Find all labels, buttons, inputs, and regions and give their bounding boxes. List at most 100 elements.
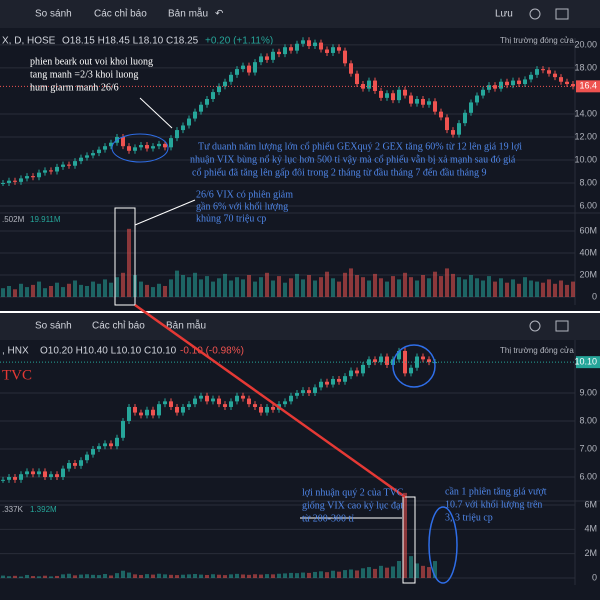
candle (349, 370, 353, 377)
candle (103, 146, 107, 150)
templates-button[interactable]: Bản mẫu (168, 7, 208, 20)
y-tick-label: 9.00 (579, 387, 597, 397)
y-tick-label: 14.00 (574, 108, 597, 118)
candle (121, 136, 125, 147)
camera-icon[interactable] (555, 320, 569, 332)
volume-bar (271, 574, 275, 579)
candle (199, 104, 203, 112)
volume-bar (307, 274, 311, 297)
candle (373, 80, 377, 91)
candle (559, 77, 563, 82)
volume-bar (13, 289, 17, 297)
indicators-button[interactable]: Các chỉ báo (92, 320, 145, 332)
volume-bar (325, 572, 329, 579)
volume-bar (457, 277, 461, 297)
annotation: khủng 70 triệu cp (196, 213, 266, 224)
candle (187, 404, 191, 407)
volume-bar (121, 272, 125, 297)
compare-button[interactable]: So sánh (35, 9, 72, 20)
volume-label: 19.911M (30, 215, 61, 224)
camera-icon[interactable] (555, 8, 569, 20)
candle (49, 474, 53, 478)
volume-bar (169, 279, 173, 297)
volume-bar (133, 574, 137, 579)
undo-icon[interactable]: ↶ (215, 9, 223, 20)
volume-bar (127, 572, 131, 579)
highlight-box (114, 207, 136, 306)
volume-bar (115, 277, 119, 297)
volume-bar (337, 571, 341, 579)
last-price-label: 16.4 (579, 81, 597, 91)
candle (385, 356, 389, 365)
symbol: X, D, HOSE (2, 36, 56, 47)
candle (127, 406, 131, 421)
candle (253, 404, 257, 407)
candle (301, 40, 305, 44)
settings-icon[interactable] (529, 320, 541, 332)
candle (445, 117, 449, 131)
volume-bar (175, 270, 179, 297)
candle (253, 62, 257, 73)
volume-bar (403, 272, 407, 297)
volume-bar (265, 272, 269, 297)
y-tick-label: 0 (592, 572, 597, 582)
candle (235, 69, 239, 75)
candle (157, 143, 161, 147)
candle (187, 118, 191, 126)
volume-bar (319, 277, 323, 297)
y-tick-label: 10.00 (574, 154, 597, 164)
candle (361, 364, 365, 374)
ticker-name: TVC (2, 367, 32, 383)
volume-bar (349, 569, 353, 579)
candle (337, 378, 341, 382)
candle (7, 180, 11, 183)
volume-bar (43, 288, 47, 297)
candle (133, 147, 137, 151)
candle (247, 398, 251, 405)
ohlc: O18.15 H18.45 L18.10 C18.25 (62, 36, 199, 47)
templates-button[interactable]: Bản mẫu (166, 319, 206, 332)
volume-bar (37, 281, 41, 297)
candle (43, 170, 47, 173)
volume-bar (517, 283, 521, 297)
annotation: nhuận VIX bùng nổ kỷ lục hơn 500 tỉ vậy … (190, 154, 516, 165)
charts: 6.00 8.00 10.00 12.00 14.00 18.00 20.00 0 20M 40M… (0, 37, 600, 585)
last-price-tag (576, 80, 600, 93)
candle (85, 454, 89, 461)
candle (103, 443, 107, 447)
volume-bar (529, 280, 533, 297)
candle (277, 51, 281, 55)
candle (73, 463, 77, 466)
indicators-button[interactable]: Các chỉ báo (94, 8, 147, 20)
candle (49, 170, 53, 172)
annotation: Tư duanh năm lượng lớn cổ phiếu GEXquý 2… (198, 141, 522, 152)
annotation: hum giarm manh 26/6 (30, 82, 119, 93)
volume-bar (265, 574, 269, 579)
candle (391, 93, 395, 101)
volume-bar (505, 282, 509, 297)
candle (433, 101, 437, 112)
candle (427, 101, 431, 105)
volume-bar (229, 574, 233, 579)
save-button[interactable]: Lưu (495, 9, 513, 20)
volume-bar (253, 281, 257, 297)
annotation: 3, 3 triệu cp (445, 512, 493, 523)
candle (13, 180, 17, 182)
candle (289, 395, 293, 402)
candle (91, 449, 95, 455)
annotation: tang manh =2/3 khoi luong (30, 69, 138, 80)
candle (31, 471, 35, 475)
settings-icon[interactable] (529, 8, 541, 20)
compare-button[interactable]: So sánh (35, 321, 72, 332)
y-tick-label: 8.00 (579, 177, 597, 187)
candle (505, 81, 509, 86)
candle (145, 145, 149, 149)
volume-bar (469, 274, 473, 297)
volume-bar (463, 279, 467, 297)
candle (157, 404, 161, 416)
volume-bar (325, 271, 329, 297)
candle (211, 398, 215, 402)
candle (211, 92, 215, 99)
volume-bar (49, 576, 53, 579)
candle (163, 143, 167, 148)
